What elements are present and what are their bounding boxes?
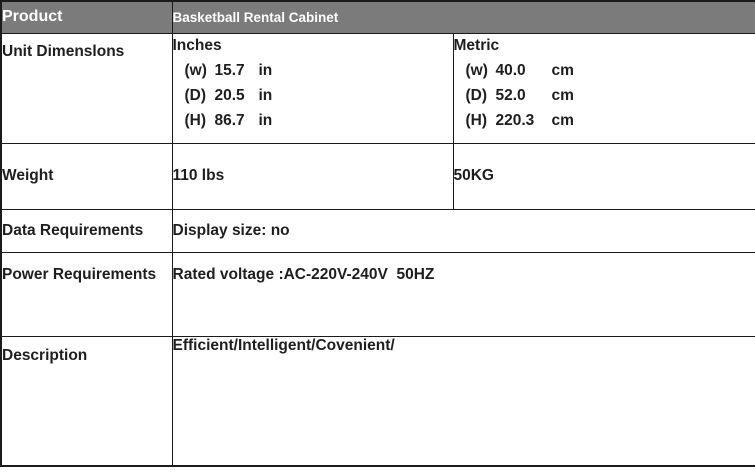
metric-cell: Metric (w) 40.0 cm (D) 52.0 cm (H) 220.3 cm: [452, 32, 755, 144]
data-requirements-value: Display size: no: [171, 208, 755, 253]
dimension-value: 52.0: [495, 86, 526, 104]
weight-imperial: 110 lbs: [171, 142, 454, 210]
row-label-data-requirements: Data Requirements: [0, 208, 173, 253]
dimension-line-inches-h: (H) 86.7 in: [173, 108, 452, 133]
dimension-unit: cm: [551, 61, 574, 79]
dimension-axis: (H): [465, 111, 488, 129]
description-value: Efficient/Intelligent/Covenient/: [171, 335, 755, 467]
dimension-value: 15.7: [214, 61, 245, 79]
weight-row: Weight 110 lbs 50KG: [0, 142, 755, 210]
dimension-unit: cm: [551, 111, 574, 129]
dimension-axis: (D): [184, 86, 207, 104]
header-row: Product Basketball Rental Cabinet: [0, 0, 755, 34]
inches-title: Inches: [172, 36, 222, 54]
dimension-line-inches-d: (D) 20.5 in: [173, 83, 452, 108]
power-requirements-value: Rated voltage :AC-220V-240V 50HZ: [171, 251, 755, 337]
dimension-unit: in: [258, 111, 273, 129]
dimension-unit: cm: [551, 86, 574, 104]
dimension-line-metric-h: (H) 220.3 cm: [454, 108, 755, 133]
row-label-unit-dimensions: Unit Dimenslons: [0, 32, 173, 144]
row-label-power-requirements: Power Requirements: [0, 251, 173, 337]
dimension-line-metric-w: (w) 40.0 cm: [454, 58, 755, 83]
dimension-axis: (w): [465, 61, 488, 79]
description-row: Description Efficient/Intelligent/Coveni…: [0, 335, 755, 467]
row-label-weight: Weight: [0, 142, 173, 210]
dimension-line-metric-d: (D) 52.0 cm: [454, 83, 755, 108]
dimension-value: 86.7: [214, 111, 245, 129]
dimension-value: 220.3: [495, 111, 535, 129]
weight-metric: 50KG: [452, 142, 755, 210]
dimension-unit: in: [258, 61, 273, 79]
dimension-value: 40.0: [495, 61, 526, 79]
dimension-axis: (H): [184, 111, 207, 129]
data-requirements-row: Data Requirements Display size: no: [0, 208, 755, 253]
power-requirements-row: Power Requirements Rated voltage :AC-220…: [0, 251, 755, 337]
dimension-line-inches-w: (w) 15.7 in: [173, 58, 452, 83]
product-name: Basketball Rental Cabinet: [171, 0, 755, 34]
dimension-axis: (w): [184, 61, 207, 79]
dimension-axis: (D): [465, 86, 488, 104]
inches-cell: Inches (w) 15.7 in (D) 20.5 in (H) 86.7 in: [171, 32, 454, 144]
metric-title: Metric: [453, 36, 500, 54]
dimension-value: 20.5: [214, 86, 245, 104]
row-label-description: Description: [0, 335, 173, 467]
unit-dimensions-row: Unit Dimenslons Inches (w) 15.7 in (D) 20.5…: [0, 32, 755, 144]
dimension-unit: in: [258, 86, 273, 104]
product-header-label: Product: [0, 0, 173, 34]
